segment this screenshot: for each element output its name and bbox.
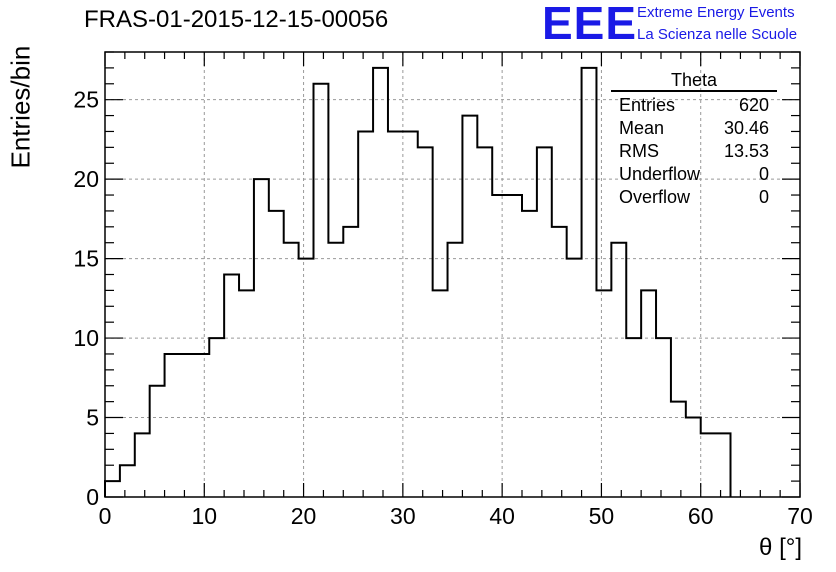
x-tick-label: 30	[390, 503, 416, 529]
axis-ticks	[104, 51, 801, 498]
histogram-bin	[522, 211, 537, 497]
stats-row: Underflow 0	[611, 163, 777, 186]
stats-value: 0	[758, 164, 769, 184]
stats-value: 13.53	[723, 141, 769, 161]
stats-title: Theta	[611, 70, 777, 92]
histogram-bin	[314, 84, 329, 497]
histogram-bin	[239, 290, 254, 497]
histogram-bin	[328, 243, 343, 497]
y-tick-label: 15	[73, 246, 99, 272]
histogram-bin	[135, 433, 150, 497]
eee-logo-line2: La Scienza nelle Scuole	[637, 26, 798, 43]
histogram-bin	[641, 290, 656, 497]
stats-box: Theta Entries 620 Mean 30.46 RMS 13.53 Unde…	[611, 70, 777, 209]
x-tick-label: 20	[291, 503, 317, 529]
x-tick-label: 0	[99, 503, 112, 529]
x-tick-label: 10	[191, 503, 217, 529]
histogram-bin	[120, 465, 135, 497]
histogram-outline	[104, 66, 732, 497]
stats-label: Entries	[619, 95, 676, 115]
histogram-bin	[462, 116, 477, 497]
stats-row: RMS 13.53	[611, 140, 777, 163]
histogram-bin	[433, 290, 448, 497]
histogram-bin	[582, 68, 597, 497]
eee-logo: EEE	[542, 0, 638, 49]
y-tick-label: 10	[73, 325, 99, 351]
histogram-bin	[179, 354, 194, 497]
histogram-bin	[537, 147, 552, 497]
x-tick-label: 60	[688, 503, 714, 529]
histogram-bin	[194, 354, 209, 497]
histogram-bin	[507, 195, 522, 497]
y-tick-label: 0	[86, 484, 99, 510]
histogram-bin	[552, 227, 567, 497]
x-tick-label: 50	[589, 503, 615, 529]
histogram-bin	[269, 211, 284, 497]
eee-logo-line1: Extreme Energy Events	[637, 4, 795, 21]
y-tick-label: 25	[73, 87, 99, 113]
x-axis-label: θ [°]	[759, 534, 802, 561]
histogram-bin	[224, 275, 239, 498]
histogram-bin	[150, 386, 165, 497]
stats-value: 30.46	[723, 118, 769, 138]
stats-label: Overflow	[619, 187, 691, 207]
histogram-bin	[105, 481, 120, 497]
tick-labels: 0 10 20 30 40 50 60 70 0 5 10 15 20 25	[73, 87, 812, 529]
histogram-bin	[284, 243, 299, 497]
histogram-bin	[611, 243, 626, 497]
histogram-bin	[388, 131, 403, 497]
histogram-bin	[596, 290, 611, 497]
stats-row: Entries 620	[611, 94, 777, 117]
stats-row: Mean 30.46	[611, 117, 777, 140]
histogram-bin	[492, 195, 507, 497]
stats-label: Underflow	[619, 164, 701, 184]
x-tick-label: 40	[489, 503, 515, 529]
histogram-bin	[418, 147, 433, 497]
histogram-bin	[299, 259, 314, 497]
histogram-bin	[477, 147, 492, 497]
histogram-bin	[567, 259, 582, 497]
chart-title: FRAS-01-2015-12-15-00056	[84, 6, 389, 33]
stats-value: 0	[758, 187, 769, 207]
histogram-bin	[686, 418, 701, 497]
stats-label: Mean	[619, 118, 665, 138]
y-tick-label: 20	[73, 166, 99, 192]
x-tick-label: 70	[787, 503, 813, 529]
histogram-bin	[716, 433, 731, 497]
y-tick-label: 5	[86, 405, 99, 431]
histogram-bin	[358, 131, 373, 497]
histogram-bin	[373, 68, 388, 497]
histogram-series	[104, 66, 732, 498]
stats-label: RMS	[619, 141, 659, 161]
y-axis-label: Entries/bin	[5, 45, 36, 169]
histogram-bin	[448, 243, 463, 497]
histogram-bin	[165, 354, 180, 497]
histogram-bin	[671, 402, 686, 497]
stats-row: Overflow 0	[611, 186, 777, 209]
histogram-bin	[343, 227, 358, 497]
histogram-bin	[403, 131, 418, 497]
stats-value: 620	[738, 95, 769, 115]
histogram-bin	[701, 433, 716, 497]
